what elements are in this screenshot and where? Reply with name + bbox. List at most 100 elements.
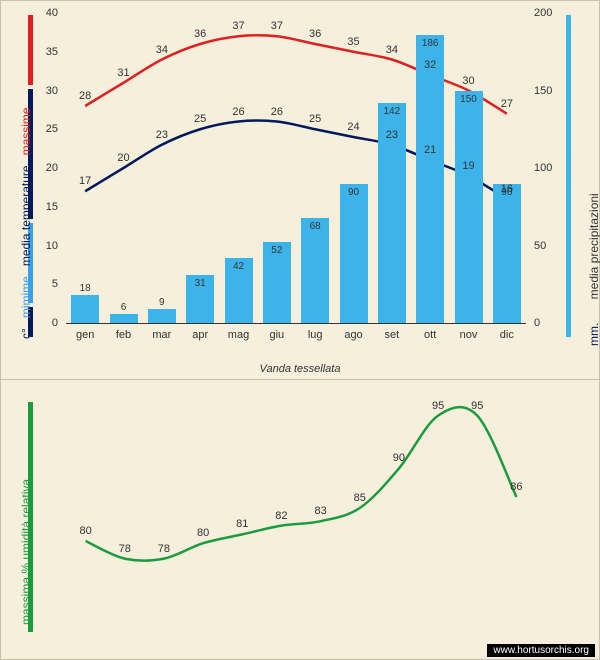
humidity-value: 85: [354, 492, 366, 504]
right-tick: 50: [534, 240, 546, 252]
precip-value: 142: [383, 106, 400, 117]
right-tick: 0: [534, 317, 540, 329]
left-axis-min-label: mimime: [19, 276, 33, 318]
precip-bar: [493, 184, 521, 324]
temp-value: 35: [347, 36, 359, 48]
precip-value: 31: [195, 278, 206, 289]
temp-value: 34: [386, 44, 398, 56]
temp-value: 31: [117, 67, 129, 79]
month-label: apr: [192, 329, 208, 341]
month-label: gen: [76, 329, 94, 341]
temp-value: 36: [194, 28, 206, 40]
temp-value: 25: [309, 113, 321, 125]
humidity-value: 78: [158, 543, 170, 555]
credit-badge: www.hortusorchis.org: [487, 644, 595, 657]
precip-value: 42: [233, 261, 244, 272]
month-label: feb: [116, 329, 131, 341]
humidity-line-svg: [66, 398, 536, 618]
left-tick: 30: [46, 85, 58, 97]
x-axis-line: [66, 323, 526, 324]
precip-bar: [301, 218, 329, 323]
right-tick: 100: [534, 162, 552, 174]
precip-value: 150: [460, 94, 477, 105]
temp-value: 19: [462, 160, 474, 172]
temp-value: 20: [117, 152, 129, 164]
temp-value: 37: [232, 20, 244, 32]
humidity-value: 90: [393, 452, 405, 464]
temp-value: 34: [156, 44, 168, 56]
humidity-value: 86: [510, 481, 522, 493]
month-label: set: [384, 329, 399, 341]
temp-value: 16: [501, 183, 513, 195]
humidity-value: 80: [79, 525, 91, 537]
humidity-value: 83: [314, 505, 326, 517]
climate-chart-panel: c° mimime media temperature massime mm. …: [0, 0, 600, 380]
humidity-axis-label: massima % umidità relativa: [19, 479, 33, 625]
month-label: ott: [424, 329, 436, 341]
left-axis-unit: c°: [19, 328, 33, 339]
temp-value: 37: [271, 20, 283, 32]
temp-value: 21: [424, 144, 436, 156]
right-axis-precip-label: media precipitazioni: [587, 193, 600, 299]
left-tick: 0: [52, 317, 58, 329]
temp-value: 23: [156, 129, 168, 141]
left-axis-label: c° mimime media temperature massime: [19, 107, 33, 339]
species-caption: Vanda tessellata: [260, 363, 341, 375]
temp-value: 24: [347, 121, 359, 133]
left-tick: 40: [46, 7, 58, 19]
precip-bar: [71, 295, 99, 323]
right-tick: 200: [534, 7, 552, 19]
left-tick: 15: [46, 201, 58, 213]
right-legend-bar: [566, 15, 571, 337]
precip-bar: [416, 35, 444, 323]
humidity-line: [86, 407, 517, 561]
right-axis-label: mm. media precipitazioni: [587, 193, 600, 346]
left-tick: 10: [46, 240, 58, 252]
left-tick: 5: [52, 278, 58, 290]
precip-value: 52: [271, 245, 282, 256]
left-tick: 25: [46, 123, 58, 135]
temp-value: 32: [424, 59, 436, 71]
precip-bar: [110, 314, 138, 323]
precip-bar: [340, 184, 368, 324]
precip-bar: [455, 91, 483, 324]
precip-value: 6: [121, 302, 127, 313]
humidity-value: 95: [471, 400, 483, 412]
right-tick: 150: [534, 85, 552, 97]
temp-value: 36: [309, 28, 321, 40]
humidity-value: 81: [236, 518, 248, 530]
temp-value: 28: [79, 90, 91, 102]
humidity-value: 78: [119, 543, 131, 555]
temp-value: 17: [79, 175, 91, 187]
temp-value: 25: [194, 113, 206, 125]
month-label: nov: [460, 329, 478, 341]
left-axis-mean-label: media temperature: [19, 165, 33, 266]
humidity-value: 82: [275, 510, 287, 522]
temp-value: 26: [232, 106, 244, 118]
precip-value: 68: [310, 221, 321, 232]
month-label: mar: [152, 329, 171, 341]
month-label: lug: [308, 329, 323, 341]
precip-value: 9: [159, 297, 165, 308]
month-label: dic: [500, 329, 514, 341]
humidity-value: 80: [197, 527, 209, 539]
temp-value: 23: [386, 129, 398, 141]
top-plot-area: 1869314252689014218615090283134363737363…: [66, 13, 526, 323]
left-legend-bar: [28, 15, 33, 85]
month-label: mag: [228, 329, 249, 341]
precip-value: 90: [348, 187, 359, 198]
left-axis-max-label: massime: [19, 107, 33, 155]
precip-value: 18: [80, 283, 91, 294]
temp-value: 26: [271, 106, 283, 118]
left-tick: 20: [46, 162, 58, 174]
precip-bar: [148, 309, 176, 323]
month-label: giu: [269, 329, 284, 341]
bottom-plot-area: 80 78 78 80 81 82 83 85 90 95 95 86: [66, 398, 536, 618]
humidity-chart-panel: massima % umidità relativa 8078788081828…: [0, 380, 600, 660]
humidity-value: 95: [432, 400, 444, 412]
month-label: ago: [344, 329, 362, 341]
right-axis-unit: mm.: [587, 323, 600, 346]
precip-value: 186: [422, 38, 439, 49]
temp-value: 27: [501, 98, 513, 110]
temp-value: 30: [462, 75, 474, 87]
